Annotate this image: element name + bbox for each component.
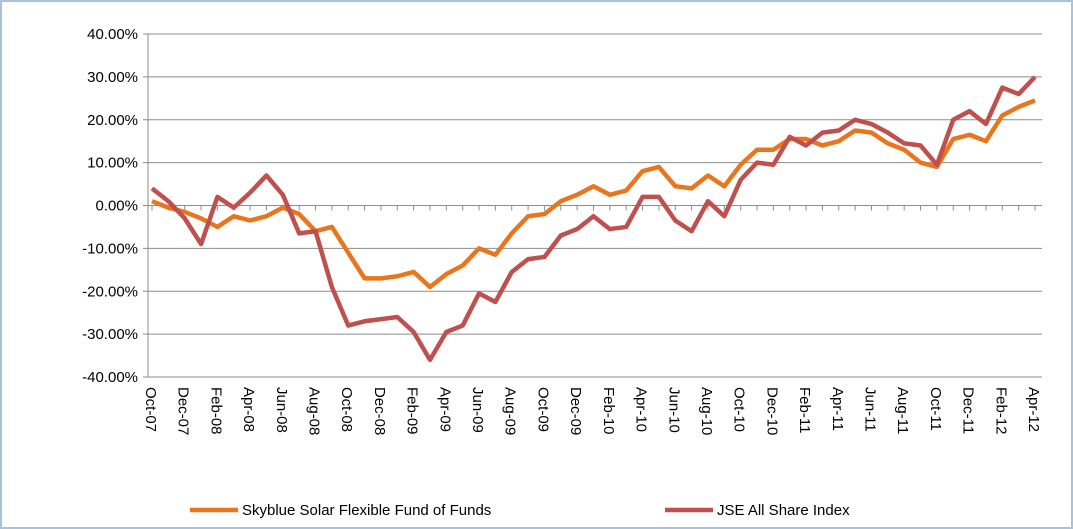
x-tick-label: Jun-08 — [273, 387, 290, 433]
series-line — [151, 98, 1036, 290]
x-tick-label: Aug-10 — [698, 387, 715, 435]
x-tick-label: Jun-10 — [665, 387, 682, 433]
x-tick-label: Feb-09 — [404, 387, 421, 435]
series-line — [150, 75, 1037, 363]
y-tick-label: 40.00% — [87, 26, 138, 43]
x-tick-label: Jun-11 — [861, 387, 878, 432]
x-tick-label: Aug-08 — [306, 387, 323, 435]
x-tick-label: Oct-11 — [927, 387, 944, 431]
legend-label: JSE All Share Index — [717, 502, 850, 519]
y-tick-label: -30.00% — [82, 326, 138, 343]
x-tick-label: Feb-10 — [600, 387, 617, 435]
x-tick-label: Oct-07 — [142, 387, 159, 432]
x-tick-label: Oct-08 — [338, 387, 355, 432]
x-tick-label: Feb-12 — [992, 387, 1009, 435]
y-tick-label: 0.00% — [95, 198, 138, 215]
y-tick-label: -10.00% — [82, 240, 138, 257]
x-tick-label: Feb-11 — [796, 387, 813, 433]
x-tick-label: Aug-09 — [502, 387, 519, 435]
x-tick-label: Apr-12 — [1025, 387, 1042, 432]
x-tick-label: Dec-09 — [567, 387, 584, 435]
x-tick-label: Apr-09 — [436, 387, 453, 432]
x-tick-label: Aug-11 — [894, 387, 911, 434]
x-tick-label: Jun-09 — [469, 387, 486, 433]
x-tick-label: Feb-08 — [207, 387, 224, 435]
x-tick-label: Apr-10 — [633, 387, 650, 432]
x-tick-label: Apr-08 — [240, 387, 257, 432]
y-tick-label: -40.00% — [82, 369, 138, 386]
x-tick-label: Apr-11 — [829, 387, 846, 431]
y-tick-label: 30.00% — [87, 69, 138, 86]
y-tick-label: -20.00% — [82, 283, 138, 300]
y-tick-label: 20.00% — [87, 112, 138, 129]
x-tick-label: Dec-11 — [960, 387, 977, 434]
y-tick-label: 10.00% — [87, 155, 138, 172]
x-tick-label: Oct-09 — [534, 387, 551, 432]
x-tick-label: Oct-10 — [731, 387, 748, 432]
legend-label: Skyblue Solar Flexible Fund of Funds — [242, 502, 491, 519]
x-tick-label: Dec-08 — [371, 387, 388, 435]
x-tick-label: Dec-07 — [175, 387, 192, 435]
x-tick-label: Dec-10 — [763, 387, 780, 435]
